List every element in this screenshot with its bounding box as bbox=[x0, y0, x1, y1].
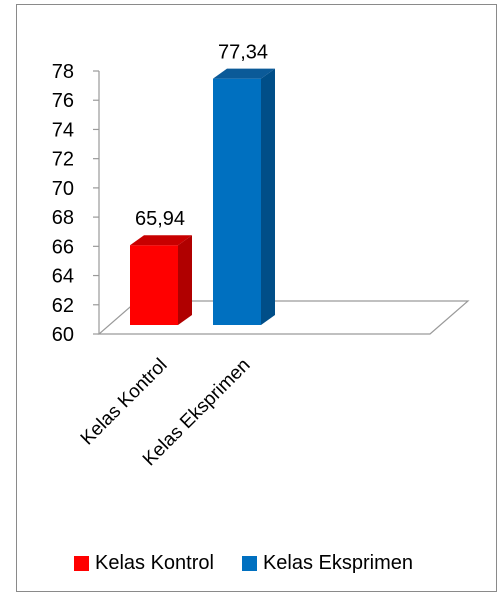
legend-swatch-eksprimen bbox=[241, 556, 257, 571]
y-tick-label: 60 bbox=[52, 324, 74, 346]
bar-top-face bbox=[213, 68, 275, 79]
legend-swatch-kontrol bbox=[74, 556, 89, 571]
y-tick-label: 66 bbox=[52, 236, 74, 258]
y-tick-label: 76 bbox=[52, 90, 74, 112]
y-tick-label: 70 bbox=[52, 178, 74, 200]
y-tick-label: 64 bbox=[52, 266, 74, 288]
data-labels: 65,94 77,34 bbox=[135, 42, 268, 231]
bar-kelas-kontrol bbox=[130, 235, 192, 325]
data-label: 65,94 bbox=[135, 208, 185, 230]
bar-kelas-eksprimen bbox=[213, 68, 275, 325]
bar-side-face bbox=[178, 235, 192, 325]
y-tick-label: 68 bbox=[52, 207, 74, 229]
y-tick-label: 78 bbox=[52, 61, 74, 83]
legend-label-eksprimen: Kelas Eksprimen bbox=[262, 552, 414, 574]
y-axis: 60 62 64 66 68 70 72 74 76 78 bbox=[52, 61, 100, 346]
bar-front-face bbox=[130, 245, 178, 325]
bars bbox=[130, 68, 275, 325]
legend-item-eksprimen: Kelas Eksprimen bbox=[241, 552, 414, 575]
legend-item-kontrol: Kelas Kontrol bbox=[74, 552, 214, 575]
bar-front-face bbox=[213, 78, 261, 325]
legend: Kelas Kontrol Kelas Eksprimen bbox=[74, 552, 441, 575]
bar-side-face bbox=[261, 68, 275, 325]
y-tick-label: 62 bbox=[52, 295, 74, 317]
y-tick-label: 72 bbox=[52, 149, 74, 171]
data-label: 77,34 bbox=[218, 42, 268, 64]
legend-label-kontrol: Kelas Kontrol bbox=[95, 552, 214, 574]
y-tick-label: 74 bbox=[52, 119, 74, 141]
category-label: Kelas Kontrol bbox=[77, 355, 172, 450]
bar-top-face bbox=[130, 235, 192, 246]
